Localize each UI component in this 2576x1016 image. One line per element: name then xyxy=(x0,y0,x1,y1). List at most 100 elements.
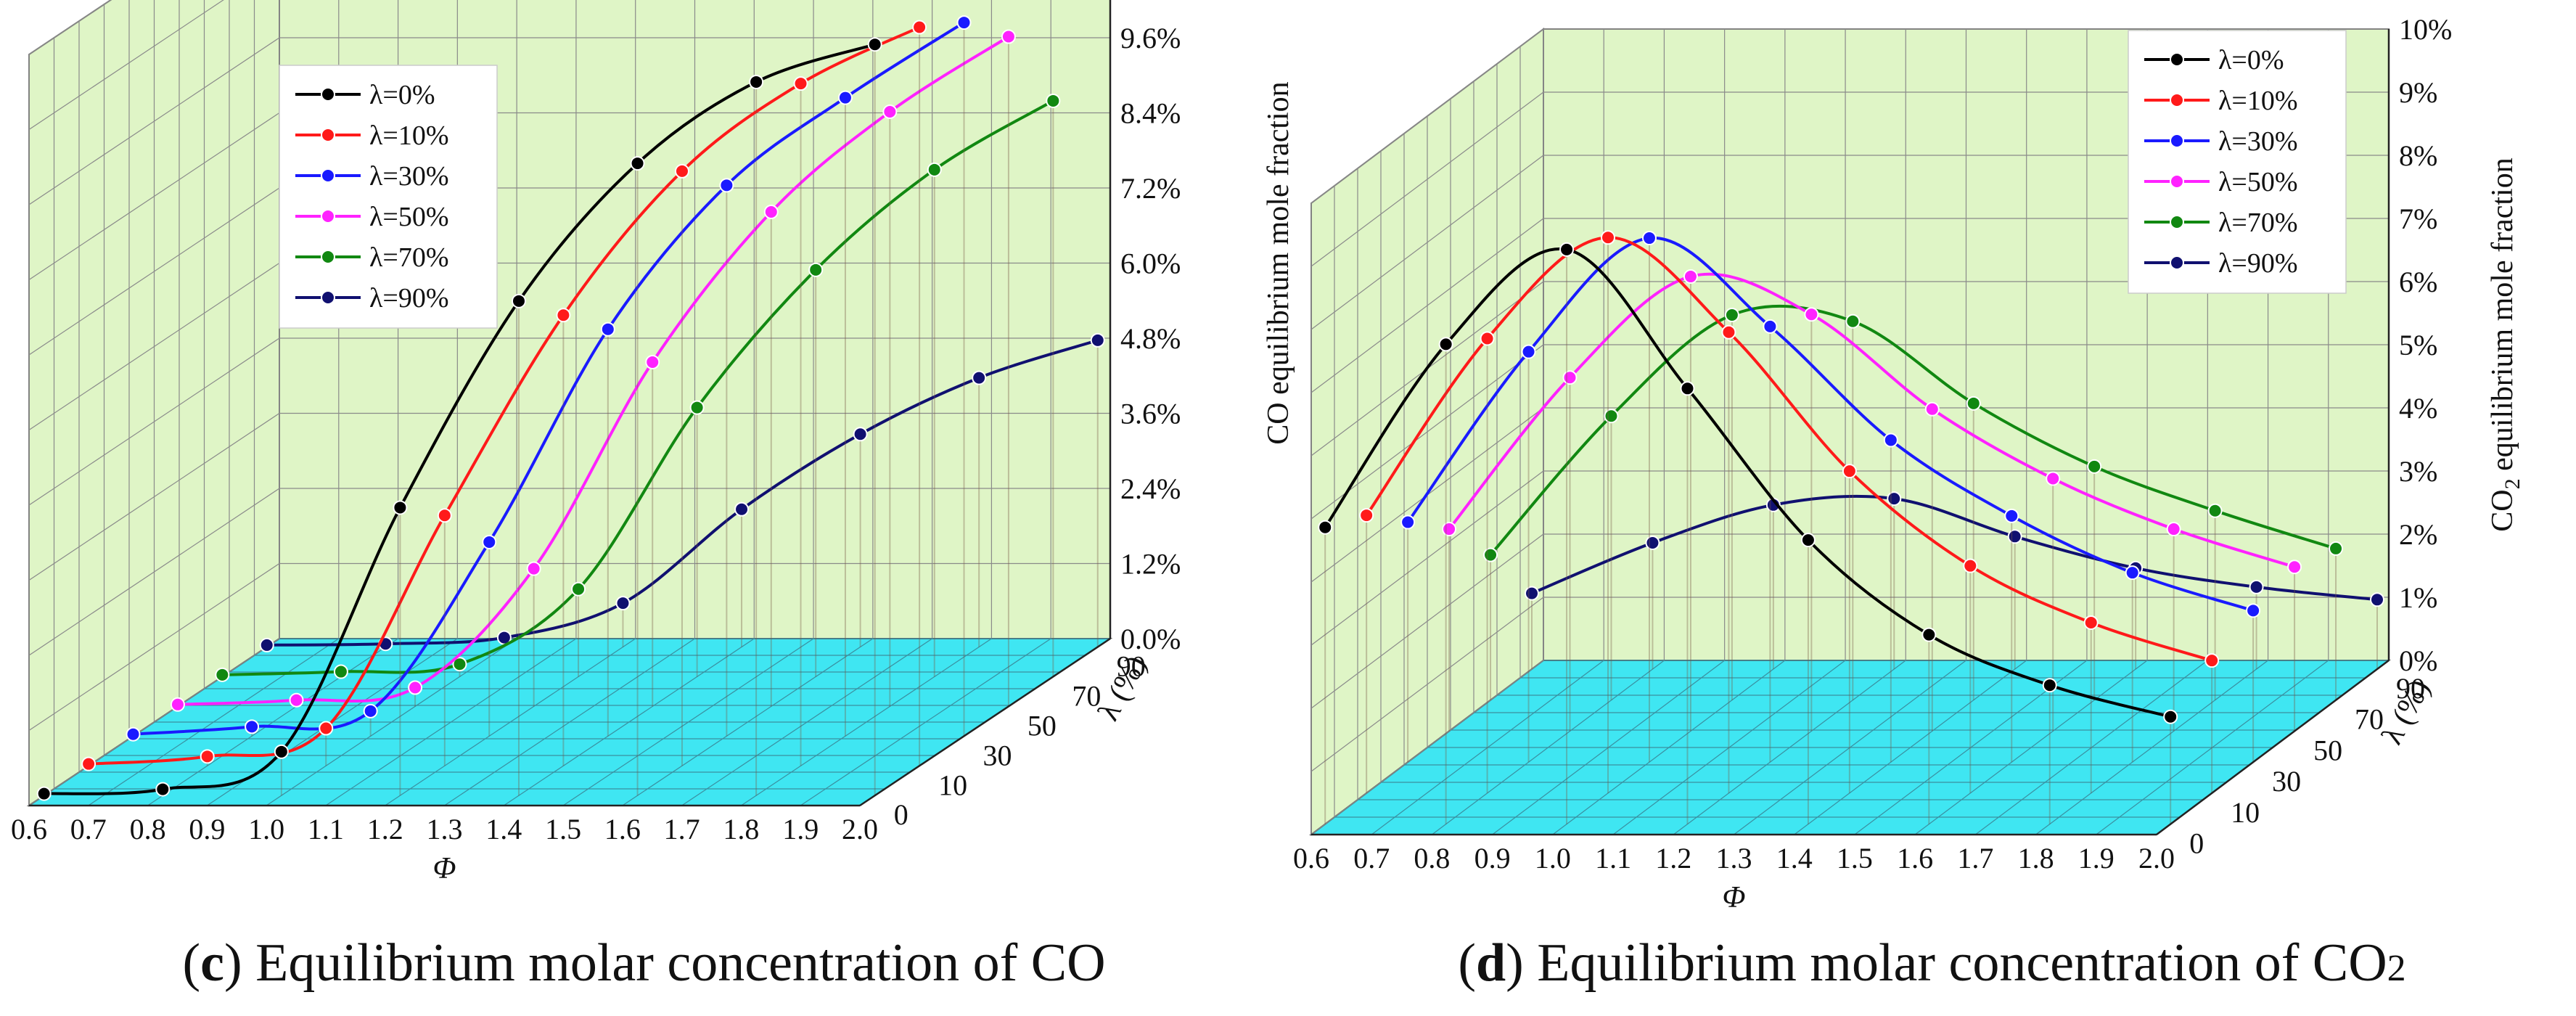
data-point-d-70-6 xyxy=(2207,503,2223,518)
data-point-d-10-2 xyxy=(1601,230,1616,245)
data-point-d-0-6 xyxy=(2042,678,2057,693)
series-d-lambda-90 xyxy=(1525,491,2384,669)
data-point-c-0-1 xyxy=(155,782,171,797)
series-d-lambda-70 xyxy=(1483,304,2344,700)
x-tick-label: 0.6 xyxy=(11,813,47,845)
data-point-c-10-6 xyxy=(793,76,808,91)
data-point-c-10-1 xyxy=(200,749,215,764)
legend-swatch-marker xyxy=(2170,52,2184,67)
data-point-c-70-4 xyxy=(689,400,705,415)
series-line-c-30 xyxy=(133,21,965,736)
data-point-d-90-0 xyxy=(1525,586,1539,601)
data-point-d-50-5 xyxy=(2046,471,2061,486)
chart-d-svg: 0.6 0.7 0.8 0.9 1.0 1.1 1.2 1.3 1.4 1.5 1.6 1.7 1.8 1… xyxy=(1293,13,2524,914)
x-tick-label: 1.8 xyxy=(2018,842,2054,874)
legend-label: λ=70% xyxy=(369,242,449,273)
x-axis-label: Φ xyxy=(433,852,456,885)
y-axis-label-rest: equilibrium mole fraction xyxy=(2486,157,2519,478)
data-point-c-0-4 xyxy=(511,293,526,308)
series-c-lambda-0 xyxy=(36,37,882,801)
data-point-d-90-4 xyxy=(2007,529,2022,544)
data-point-c-70-0 xyxy=(215,667,230,682)
data-point-c-50-1 xyxy=(289,692,304,708)
data-point-d-0-4 xyxy=(1800,533,1816,548)
chart-d-y-ticks: 0% 1% 2% 3% 4% 5% 6% 7% 8% 9% 10% xyxy=(2399,13,2452,677)
legend-item-50: λ=50% xyxy=(2144,167,2298,197)
data-point-c-30-5 xyxy=(719,178,734,193)
y-tick-label: 2% xyxy=(2399,518,2437,551)
chart-panel-d: 0.6 0.7 0.8 0.9 1.0 1.1 1.2 1.3 1.4 1.5 1.6 1.7 1.8 1… xyxy=(1288,0,2576,1016)
data-point-c-10-3 xyxy=(437,508,452,523)
data-point-d-90-1 xyxy=(1645,536,1660,550)
z-tick-label: 70 xyxy=(2355,703,2384,736)
legend-label: λ=10% xyxy=(2218,86,2298,116)
legend-item-50: λ=50% xyxy=(295,202,449,232)
y-tick-label: 0% xyxy=(2399,644,2437,677)
legend-item-0: λ=0% xyxy=(2144,45,2284,75)
x-tick-label: 1.0 xyxy=(248,813,284,845)
data-point-c-70-7 xyxy=(1046,93,1061,108)
data-point-c-70-5 xyxy=(808,262,824,277)
legend-item-10: λ=10% xyxy=(295,120,449,151)
series-d-lambda-30 xyxy=(1400,231,2261,763)
data-point-d-0-7 xyxy=(2163,709,2178,724)
series-line-c-0 xyxy=(44,43,876,795)
chart-c-z-axis-line xyxy=(859,637,1111,807)
data-point-c-50-0 xyxy=(170,697,185,712)
data-point-d-30-2 xyxy=(1641,231,1657,246)
legend-swatch-marker xyxy=(321,290,335,305)
data-point-c-0-2 xyxy=(274,744,289,759)
data-point-c-30-1 xyxy=(245,719,260,734)
y-tick-label: 6.0% xyxy=(1120,247,1181,280)
data-point-c-50-5 xyxy=(763,205,779,220)
legend-item-90: λ=90% xyxy=(295,283,449,314)
series-line-c-10 xyxy=(88,25,920,766)
data-point-d-30-0 xyxy=(1400,515,1416,530)
x-tick-label: 0.7 xyxy=(1353,842,1390,874)
legend-label: λ=30% xyxy=(2218,126,2298,157)
data-point-c-10-2 xyxy=(319,721,334,736)
caption-d-subscript: 2 xyxy=(2387,948,2406,989)
y-tick-label: 9% xyxy=(2399,76,2437,109)
data-point-d-90-7 xyxy=(2370,592,2384,607)
x-tick-label: 1.2 xyxy=(1655,842,1691,874)
x-tick-label: 1.3 xyxy=(427,813,463,845)
z-tick-label: 0 xyxy=(894,798,908,831)
y-tick-label: 1% xyxy=(2399,581,2437,614)
legend-label: λ=50% xyxy=(2218,167,2298,197)
data-point-d-50-0 xyxy=(1442,522,1457,537)
caption-d: (d) Equilibrium molar concentration of C… xyxy=(1458,933,2406,993)
legend-label: λ=70% xyxy=(2218,208,2298,238)
data-point-c-10-5 xyxy=(674,163,689,179)
caption-d-text: ) Equilibrium molar concentration of CO xyxy=(1506,933,2387,993)
data-point-d-10-6 xyxy=(2083,615,2099,630)
data-point-d-30-1 xyxy=(1521,344,1536,359)
legend-swatch-marker xyxy=(2170,255,2184,270)
series-c-lambda-70 xyxy=(215,93,1061,682)
legend-item-70: λ=70% xyxy=(295,242,449,273)
x-tick-label: 1.0 xyxy=(1535,842,1571,874)
z-tick-label: 50 xyxy=(1027,709,1057,742)
x-tick-label: 1.2 xyxy=(367,813,403,845)
data-point-c-10-4 xyxy=(556,308,571,323)
data-point-d-30-3 xyxy=(1763,319,1778,334)
x-tick-label: 0.7 xyxy=(70,813,107,845)
data-point-d-0-3 xyxy=(1680,381,1695,396)
chart-d-legend: λ=0% λ=10% λ=30% λ=50% λ=70% λ=90% xyxy=(2128,30,2347,294)
y-axis-label-main: CO equilibrium mole fraction xyxy=(1262,81,1295,444)
data-point-c-10-7 xyxy=(912,20,927,35)
series-c-lambda-30 xyxy=(126,15,972,742)
data-point-c-70-1 xyxy=(333,664,348,679)
chart-c-z-ticks: 0 10 30 50 70 90 xyxy=(894,650,1146,832)
data-point-d-50-4 xyxy=(1924,401,1940,417)
legend-item-30: λ=30% xyxy=(295,161,449,192)
data-point-d-0-1 xyxy=(1438,337,1453,352)
x-tick-label: 0.8 xyxy=(130,813,166,845)
y-axis-label: CO equilibrium mole fraction xyxy=(1262,81,1295,444)
legend-label: λ=0% xyxy=(369,80,435,110)
x-tick-label: 0.9 xyxy=(189,813,225,845)
y-axis-label-main: CO xyxy=(2486,489,2519,531)
data-point-c-90-0 xyxy=(259,637,274,652)
series-line-c-70 xyxy=(222,99,1054,676)
data-point-c-90-3 xyxy=(615,596,631,611)
